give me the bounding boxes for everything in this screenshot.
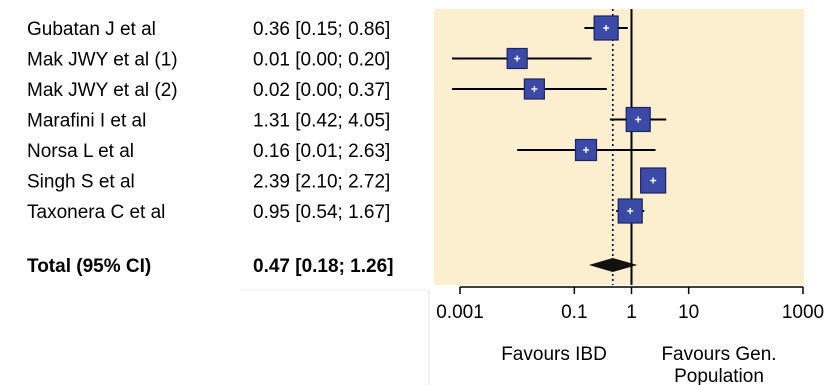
x-tick-label: 1000 <box>782 302 824 323</box>
study-label: Gubatan J et al <box>27 19 156 40</box>
favours-left-label: Favours IBD <box>501 344 607 365</box>
favours-right-label: Favours Gen. <box>661 344 776 365</box>
x-tick-label: 0.001 <box>436 302 484 323</box>
study-label: Taxonera C et al <box>27 202 165 223</box>
x-tick-label: 10 <box>678 302 699 323</box>
total-ci: 0.47 [0.18; 1.26] <box>253 256 393 277</box>
study-ci: 0.01 [0.00; 0.20] <box>253 50 390 71</box>
study-label: Singh S et al <box>27 172 135 193</box>
total-diamond <box>588 258 638 272</box>
favours-right-label: Population <box>674 366 764 385</box>
reference-lines <box>611 9 633 285</box>
study-marks <box>452 15 667 272</box>
study-ci: 0.36 [0.15; 0.86] <box>253 19 390 40</box>
total-label: Total (95% CI) <box>27 256 151 277</box>
study-label: Mak JWY et al (1) <box>27 50 178 71</box>
study-ci: 0.95 [0.54; 1.67] <box>253 202 390 223</box>
study-label: Marafini I et al <box>27 111 146 132</box>
white-cover <box>240 290 430 385</box>
x-axis: 0.001 0.1 1 10 1000 Favours IBD Favours Gen.Po… <box>436 286 824 385</box>
study-text: Gubatan J et al 0.36 [0.15; 0.86] Mak JWY … <box>27 19 393 277</box>
study-ci: 0.02 [0.00; 0.37] <box>253 80 390 101</box>
x-tick-label: 0.1 <box>561 302 587 323</box>
study-label: Mak JWY et al (2) <box>27 80 178 101</box>
plot-panel <box>434 9 804 285</box>
study-ci: 1.31 [0.42; 4.05] <box>253 111 390 132</box>
study-label: Norsa L et al <box>27 141 134 162</box>
study-ci: 0.16 [0.01; 2.63] <box>253 141 390 162</box>
x-tick-label: 1 <box>626 302 637 323</box>
study-ci: 2.39 [2.10; 2.72] <box>253 172 390 193</box>
